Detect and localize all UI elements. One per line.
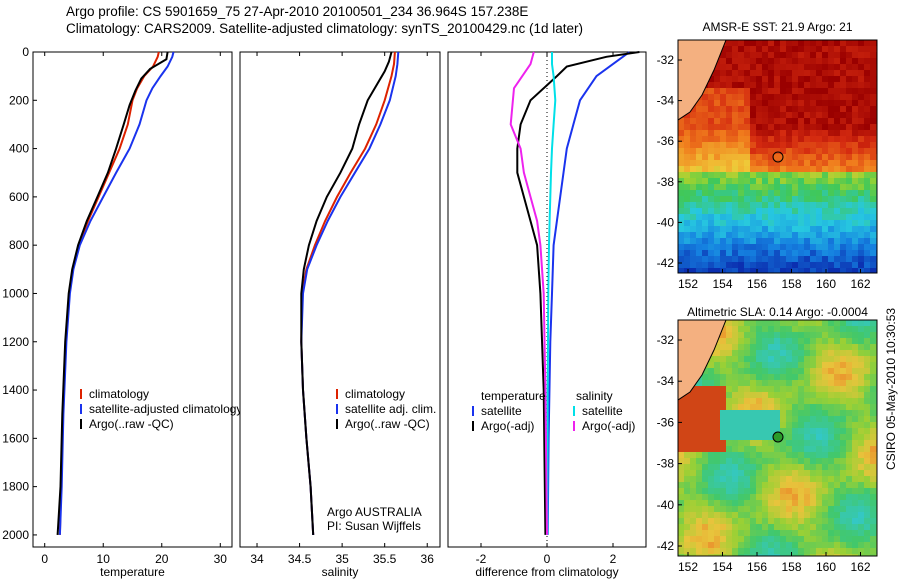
map-xtick-label: 162 (850, 277, 870, 291)
difference-series-temperature-satellite (546, 51, 631, 535)
map-xtick-label: 154 (712, 560, 732, 574)
temperature-ytick-label: 1400 (2, 383, 29, 397)
temperature-legend-label: climatology (89, 387, 149, 401)
map-ytick-label: -42 (657, 539, 675, 553)
difference-series-salinity-satellite (546, 52, 557, 535)
legend-salinity-label: satellite (582, 404, 623, 418)
map-xtick-label: 152 (678, 560, 698, 574)
difference-xtick-label: 0 (544, 552, 551, 566)
temperature-ytick-label: 2000 (2, 528, 29, 542)
difference-xtick-label: 2 (610, 552, 617, 566)
map-ytick-label: -34 (657, 94, 675, 108)
temperature-xtick-label: 30 (214, 552, 228, 566)
legend-temperature-title: temperature (481, 389, 546, 403)
map-title: AMSR-E SST: 21.9 Argo: 21 (702, 20, 852, 34)
difference-series-temperature-argo-adj- (516, 51, 640, 535)
legend-temperature-label: Argo(-adj) (481, 419, 534, 433)
temperature-ytick-label: 400 (9, 142, 29, 156)
temperature-ytick-label: 1200 (2, 335, 29, 349)
map-xtick-label: 160 (816, 277, 836, 291)
map-ytick-label: -32 (657, 333, 675, 347)
temperature-ytick-label: 1600 (2, 431, 29, 445)
salinity-xtick-label: 35 (335, 552, 349, 566)
salinity-xtick-label: 35.5 (373, 552, 397, 566)
figure-title-line2: Climatology: CARS2009. Satellite-adjuste… (66, 21, 584, 36)
salinity-legend-label: Argo(..raw -QC) (345, 417, 430, 431)
temperature-ytick-label: 1000 (2, 286, 29, 300)
timestamp-stamp: CSIRO 05-May-2010 10:30:53 (884, 307, 898, 470)
map-ytick-label: -32 (657, 53, 675, 67)
salinity-series-argo-raw-qc- (300, 51, 393, 535)
temperature-plot-frame (32, 51, 233, 548)
temperature-ytick-label: 1800 (2, 480, 29, 494)
temperature-ytick-label: 800 (9, 238, 29, 252)
temperature-xlabel: temperature (100, 565, 165, 579)
map-ytick-label: -40 (657, 215, 675, 229)
map-frame (677, 39, 878, 274)
difference-series-salinity-argo-adj- (509, 51, 548, 535)
difference-xlabel: difference from climatology (475, 565, 618, 579)
temperature-legend-label: satellite-adjusted climatology (89, 402, 242, 416)
map-xtick-label: 154 (712, 277, 732, 291)
map-ytick-label: -40 (657, 498, 675, 512)
map-ytick-label: -36 (657, 415, 675, 429)
temperature-xtick-label: 20 (155, 552, 169, 566)
temperature-ytick-label: 0 (22, 45, 29, 59)
map-ytick-label: -38 (657, 457, 675, 471)
salinity-xtick-label: 34 (250, 552, 264, 566)
salinity-xlabel: salinity (322, 565, 359, 579)
map-xtick-label: 156 (747, 277, 767, 291)
map-xtick-label: 158 (781, 277, 801, 291)
map-xtick-label: 160 (816, 560, 836, 574)
map-raster (678, 320, 877, 556)
temperature-ytick-label: 600 (9, 190, 29, 204)
legend-salinity-title: salinity (576, 389, 613, 403)
difference-xtick-label: -2 (476, 552, 487, 566)
map-frame (677, 319, 878, 557)
argo-position-marker (772, 151, 784, 163)
salinity-annotation: PI: Susan Wijffels (327, 519, 421, 533)
sla-map-panel: Altimetric SLA: 0.14 Argo: -0.0004 152 154… (657, 305, 878, 574)
temperature-xtick-label: 0 (41, 552, 48, 566)
map-ytick-label: -34 (657, 374, 675, 388)
temperature-ytick-label: 200 (9, 93, 29, 107)
salinity-panel: 34 34.5 35 35.5 36 salinity climatologysatelli… (239, 51, 441, 579)
map-ytick-label: -38 (657, 175, 675, 189)
land-mask (678, 320, 727, 401)
map-ytick-label: -36 (657, 134, 675, 148)
land-mask (678, 40, 727, 121)
salinity-legend-label: climatology (345, 387, 405, 401)
map-title: Altimetric SLA: 0.14 Argo: -0.0004 (687, 305, 868, 319)
legend-salinity-label: Argo(-adj) (582, 419, 635, 433)
salinity-xtick-label: 34.5 (288, 552, 312, 566)
temperature-legend-label: Argo(..raw -QC) (89, 417, 174, 431)
temperature-series-argo-raw-qc- (56, 51, 169, 535)
map-raster (678, 40, 877, 273)
salinity-plot-frame (239, 51, 441, 548)
map-xtick-label: 158 (781, 560, 801, 574)
salinity-legend-label: satellite adj. clim. (345, 402, 436, 416)
salinity-annotation: Argo AUSTRALIA (327, 505, 422, 519)
argo-position-marker (772, 431, 784, 443)
figure-title-line1: Argo profile: CS 5901659_75 27-Apr-2010 … (66, 4, 529, 19)
temperature-xtick-label: 10 (97, 552, 111, 566)
map-ytick-label: -42 (657, 256, 675, 270)
sst-map-panel: AMSR-E SST: 21.9 Argo: 21 152 154 156 158 160… (657, 20, 878, 291)
map-xtick-label: 162 (850, 560, 870, 574)
temperature-series-satellite-adjusted-climatology (58, 51, 175, 535)
map-xtick-label: 152 (678, 277, 698, 291)
legend-temperature-label: satellite (481, 404, 522, 418)
salinity-xtick-label: 36 (421, 552, 435, 566)
temperature-panel: 0 10 20 30 temperature 0 200 400 600 800 1000 1200 1… (2, 45, 242, 579)
map-xtick-label: 156 (747, 560, 767, 574)
